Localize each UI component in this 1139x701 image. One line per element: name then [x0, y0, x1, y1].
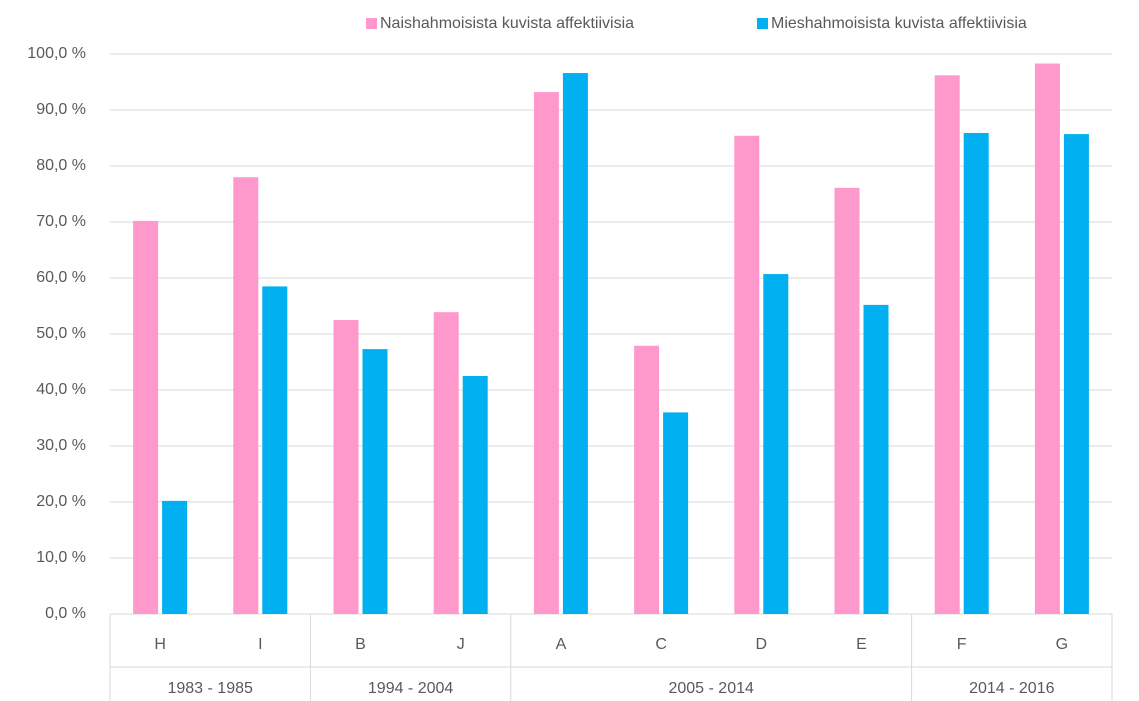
y-tick-label: 100,0 % [27, 45, 86, 62]
bar [1063, 134, 1089, 614]
bar [162, 500, 188, 614]
bar [834, 187, 860, 614]
x-tick-label: A [556, 636, 567, 653]
legend-swatch [366, 18, 377, 29]
y-tick-label: 20,0 % [36, 493, 86, 510]
x-tick-label: F [957, 636, 967, 653]
y-tick-label: 50,0 % [36, 325, 86, 342]
group-label: 1983 - 1985 [167, 680, 253, 697]
y-tick-label: 30,0 % [36, 437, 86, 454]
bar [533, 92, 559, 614]
bar [262, 286, 288, 614]
bar [233, 177, 259, 614]
bar [462, 376, 488, 614]
bar [1034, 63, 1060, 614]
y-tick-label: 90,0 % [36, 101, 86, 118]
group-label: 1994 - 2004 [368, 680, 454, 697]
bar [433, 312, 459, 614]
bar [863, 304, 889, 614]
y-tick-label: 80,0 % [36, 157, 86, 174]
bar [562, 73, 588, 615]
y-tick-label: 70,0 % [36, 213, 86, 230]
bar [133, 220, 159, 614]
group-label: 2005 - 2014 [668, 680, 754, 697]
legend-swatch [757, 18, 768, 29]
bar [934, 75, 960, 614]
x-tick-label: I [258, 636, 262, 653]
bar [763, 274, 789, 614]
bar [963, 132, 989, 614]
x-tick-label: D [756, 636, 768, 653]
bar [362, 349, 388, 614]
legend-label: Naishahmoisista kuvista affektiivisia [380, 15, 634, 32]
x-tick-label: B [355, 636, 366, 653]
y-tick-label: 10,0 % [36, 549, 86, 566]
y-tick-label: 40,0 % [36, 381, 86, 398]
x-tick-label: H [154, 636, 166, 653]
bar [634, 345, 660, 614]
bar [333, 320, 359, 614]
y-tick-label: 60,0 % [36, 269, 86, 286]
group-label: 2014 - 2016 [969, 680, 1055, 697]
x-tick-label: J [457, 636, 465, 653]
legend-label: Mieshahmoisista kuvista affektiivisia [771, 15, 1027, 32]
x-tick-label: E [856, 636, 867, 653]
y-tick-label: 0,0 % [45, 605, 86, 622]
x-tick-label: C [655, 636, 667, 653]
bar [663, 412, 689, 614]
bar [734, 135, 760, 614]
x-tick-label: G [1056, 636, 1068, 653]
